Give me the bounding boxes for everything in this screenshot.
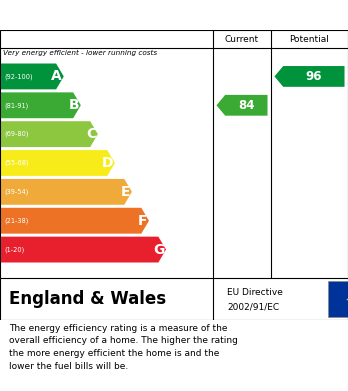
Text: (81-91): (81-91) (4, 102, 29, 109)
Text: E: E (121, 185, 130, 199)
Text: B: B (69, 98, 79, 112)
Polygon shape (1, 63, 64, 90)
Polygon shape (1, 237, 166, 262)
Text: (69-80): (69-80) (4, 131, 29, 137)
Text: C: C (86, 127, 96, 141)
Text: Very energy efficient - lower running costs: Very energy efficient - lower running co… (3, 50, 158, 56)
Text: England & Wales: England & Wales (9, 290, 166, 308)
Bar (328, 282, 348, 317)
Text: D: D (102, 156, 113, 170)
Text: 2002/91/EC: 2002/91/EC (227, 302, 279, 311)
Text: (92-100): (92-100) (4, 73, 33, 80)
Text: The energy efficiency rating is a measure of the
overall efficiency of a home. T: The energy efficiency rating is a measur… (9, 323, 238, 371)
Text: EU Directive: EU Directive (227, 288, 283, 297)
Text: 84: 84 (238, 99, 255, 112)
Text: (39-54): (39-54) (4, 188, 29, 195)
Polygon shape (1, 92, 81, 118)
Text: Current: Current (225, 34, 259, 43)
Text: Not energy efficient - higher running costs: Not energy efficient - higher running co… (3, 256, 158, 262)
Text: A: A (51, 70, 62, 83)
Text: 96: 96 (306, 70, 322, 83)
Text: (55-68): (55-68) (4, 160, 29, 166)
Polygon shape (1, 121, 98, 147)
Text: Potential: Potential (290, 34, 330, 43)
Polygon shape (1, 150, 115, 176)
Text: G: G (153, 242, 164, 256)
Polygon shape (1, 208, 149, 234)
Polygon shape (275, 66, 345, 87)
Text: (21-38): (21-38) (4, 217, 29, 224)
Text: F: F (138, 214, 147, 228)
Text: (1-20): (1-20) (4, 246, 24, 253)
Polygon shape (1, 179, 132, 205)
Text: Energy Efficiency Rating: Energy Efficiency Rating (9, 7, 219, 23)
Polygon shape (216, 95, 268, 116)
